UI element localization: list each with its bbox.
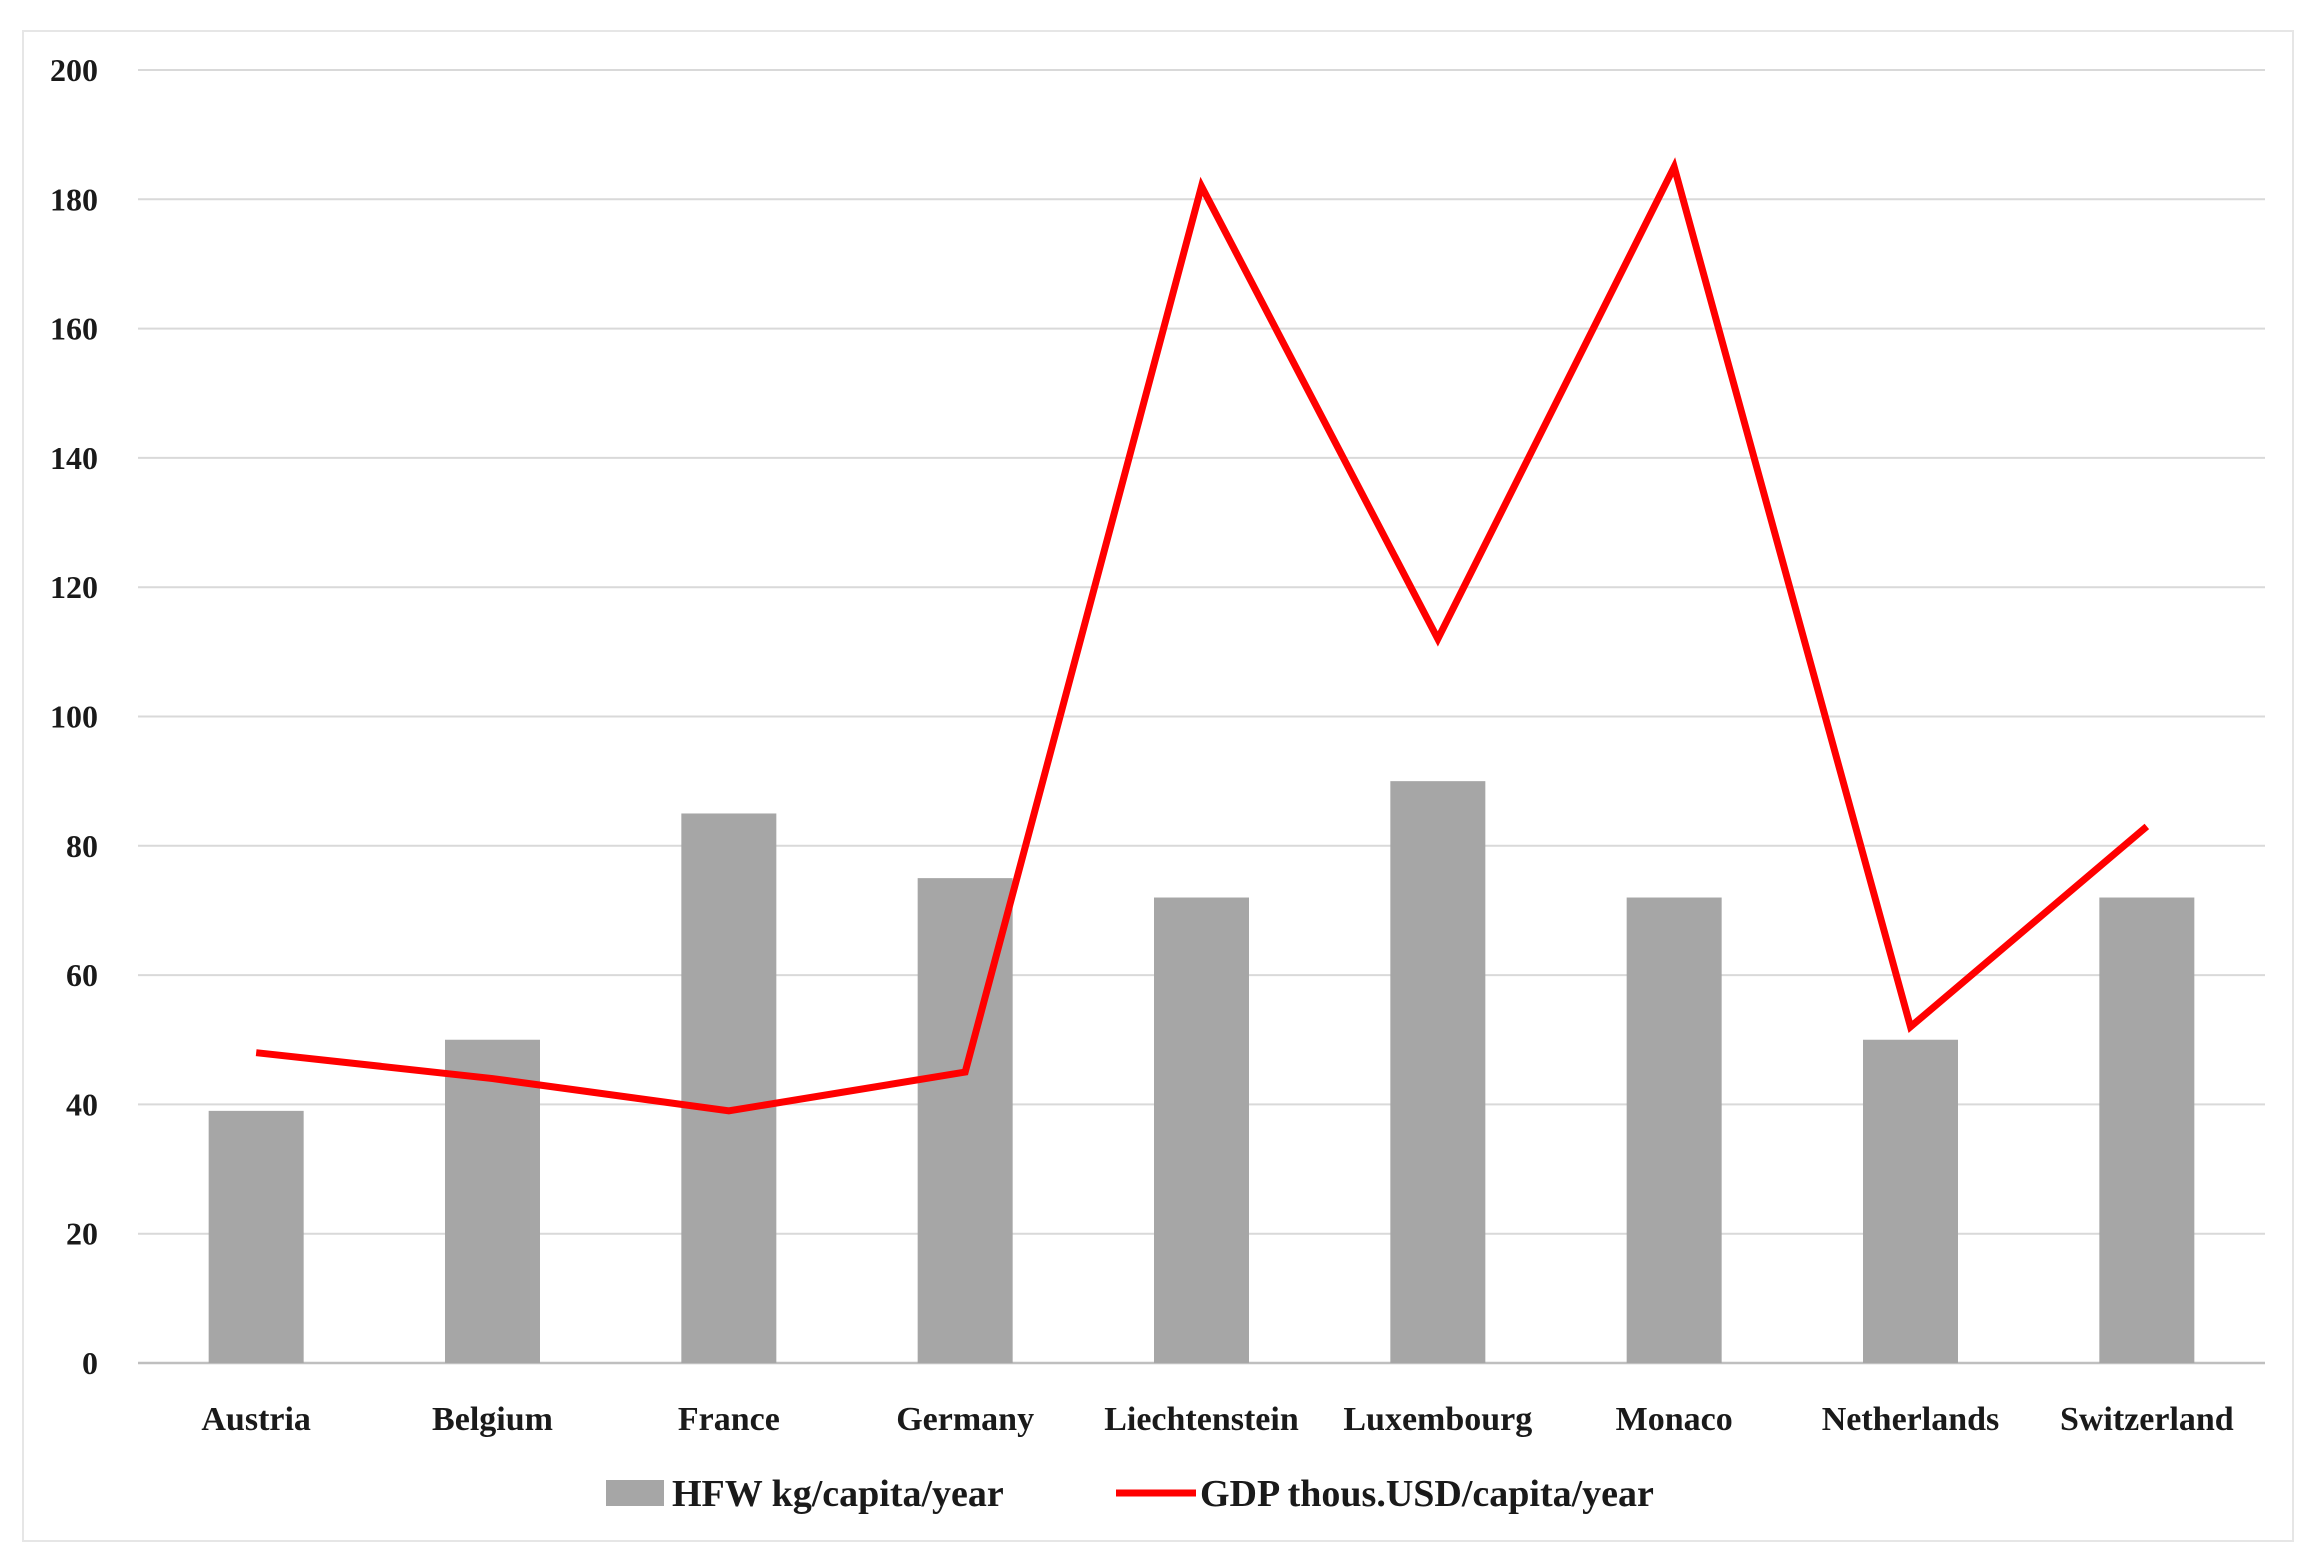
x-tick-label: Luxembourg — [1343, 1401, 1532, 1438]
y-tick-label: 160 — [50, 311, 98, 347]
x-axis-ticks: Austria Belgium France Germany Liechtenstein… — [201, 1401, 2233, 1438]
x-tick-label: France — [678, 1401, 780, 1438]
x-tick-label: Belgium — [432, 1401, 553, 1438]
bar-france — [681, 813, 777, 1363]
line-series — [255, 157, 2150, 1115]
x-tick-label: Austria — [201, 1401, 311, 1438]
bar-switzerland — [2099, 897, 2195, 1363]
x-tick-label: Monaco — [1616, 1401, 1733, 1438]
bar-monaco — [1626, 897, 1722, 1363]
y-tick-label: 100 — [50, 699, 98, 735]
y-tick-label: 60 — [66, 957, 98, 993]
y-tick-label: 200 — [50, 52, 98, 88]
y-tick-label: 120 — [50, 569, 98, 605]
x-tick-label: Switzerland — [2060, 1401, 2234, 1438]
y-tick-label: 140 — [50, 440, 98, 476]
bar-liechtenstein — [1154, 897, 1249, 1363]
x-tick-label: Germany — [896, 1401, 1034, 1438]
bar-austria — [208, 1110, 304, 1363]
bar-belgium — [445, 1039, 540, 1363]
y-tick-label: 80 — [66, 828, 98, 864]
x-tick-label: Netherlands — [1822, 1401, 2000, 1438]
bar-series — [208, 781, 2195, 1363]
y-tick-label: 40 — [66, 1086, 98, 1122]
y-tick-label: 20 — [66, 1216, 98, 1252]
legend: HFW kg/capita/year GDP thous.USD/capita/y… — [606, 1473, 1654, 1515]
legend-label-hfw: HFW kg/capita/year — [672, 1473, 1004, 1515]
legend-label-gdp: GDP thous.USD/capita/year — [1200, 1473, 1654, 1515]
legend-bar-swatch — [606, 1480, 664, 1506]
bar-luxembourg — [1390, 781, 1486, 1363]
y-tick-label: 180 — [50, 181, 98, 217]
y-tick-label: 0 — [82, 1345, 98, 1381]
x-tick-label: Liechtenstein — [1104, 1401, 1299, 1438]
y-axis-ticks: 0 20 40 60 80 100 120 140 160 180 200 — [50, 52, 98, 1381]
bar-netherlands — [1863, 1039, 1958, 1363]
